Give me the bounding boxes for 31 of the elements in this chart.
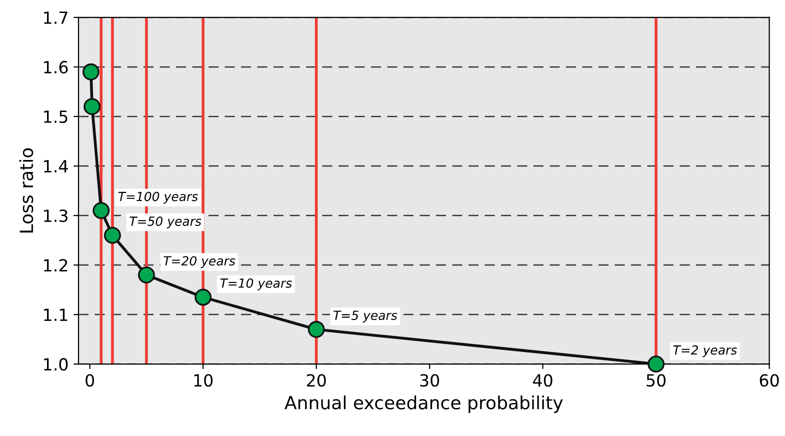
annotation: T=10 years <box>220 278 292 290</box>
point <box>308 320 325 338</box>
y-axis-title: Loss ratio <box>19 148 34 232</box>
point <box>92 202 110 220</box>
y-tick-label: 1.2 <box>44 258 68 272</box>
annotation: T=20 years <box>164 256 236 268</box>
x-axis-title: Annual exceedance probability <box>284 395 563 413</box>
y-tick-label: 1.7 <box>44 12 68 24</box>
y-tick-label: 1.0 <box>44 358 68 371</box>
x-tick-label: 40 <box>533 374 552 387</box>
annotation: T=2 years <box>673 345 737 358</box>
annotation: T=100 years <box>118 192 198 204</box>
point <box>84 98 101 116</box>
y-tick-label: 1.6 <box>44 60 68 74</box>
x-tick-label: 50 <box>646 374 666 387</box>
point <box>82 63 100 80</box>
point <box>104 226 121 244</box>
annotation: T=5 years <box>334 310 398 322</box>
annotation: T=50 years <box>130 216 202 228</box>
y-tick-label: 1.1 <box>44 308 68 321</box>
x-tick-label: 0 <box>86 374 94 387</box>
y-tick-label: 1.4 <box>44 160 68 172</box>
x-tick-label: 20 <box>306 374 326 387</box>
y-tick-label: 1.3 <box>44 209 68 222</box>
x-tick-label: 30 <box>420 374 440 387</box>
x-tick-label: 60 <box>760 374 779 387</box>
x-tick-label: 10 <box>194 374 213 387</box>
point <box>194 288 212 306</box>
point <box>138 266 155 284</box>
y-tick-label: 1.5 <box>44 110 68 124</box>
point <box>648 356 665 373</box>
